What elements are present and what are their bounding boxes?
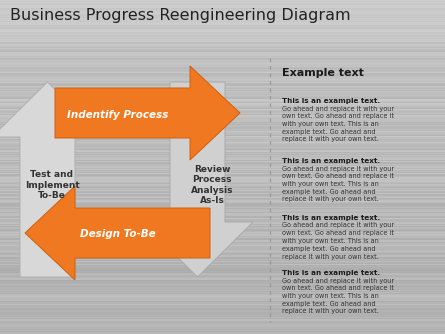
FancyBboxPatch shape xyxy=(0,0,445,42)
Polygon shape xyxy=(142,82,253,277)
Text: Go ahead and replace it with your
own text. Go ahead and replace it
with your ow: Go ahead and replace it with your own te… xyxy=(282,278,394,315)
Text: This is an example text.: This is an example text. xyxy=(282,215,380,221)
Text: Review
Process
Analysis
As-Is: Review Process Analysis As-Is xyxy=(191,165,233,205)
Text: Test and
Implement
To-Be: Test and Implement To-Be xyxy=(24,170,79,200)
Polygon shape xyxy=(25,186,210,280)
Text: Indentify Process: Indentify Process xyxy=(67,110,169,120)
Text: Example text: Example text xyxy=(282,68,364,78)
Polygon shape xyxy=(0,82,103,277)
Text: Business Progress Reengineering Diagram: Business Progress Reengineering Diagram xyxy=(10,8,351,23)
Text: Design To-Be: Design To-Be xyxy=(80,229,156,239)
Text: Go ahead and replace it with your
own text. Go ahead and replace it
with your ow: Go ahead and replace it with your own te… xyxy=(282,222,394,260)
Text: This is an example text.: This is an example text. xyxy=(282,270,380,276)
Text: Go ahead and replace it with your
own text. Go ahead and replace it
with your ow: Go ahead and replace it with your own te… xyxy=(282,166,394,202)
Polygon shape xyxy=(55,66,240,160)
Text: This is an example text.: This is an example text. xyxy=(282,158,380,164)
Text: This is an example text.: This is an example text. xyxy=(282,98,380,104)
Text: Go ahead and replace it with your
own text. Go ahead and replace it
with your ow: Go ahead and replace it with your own te… xyxy=(282,106,394,143)
